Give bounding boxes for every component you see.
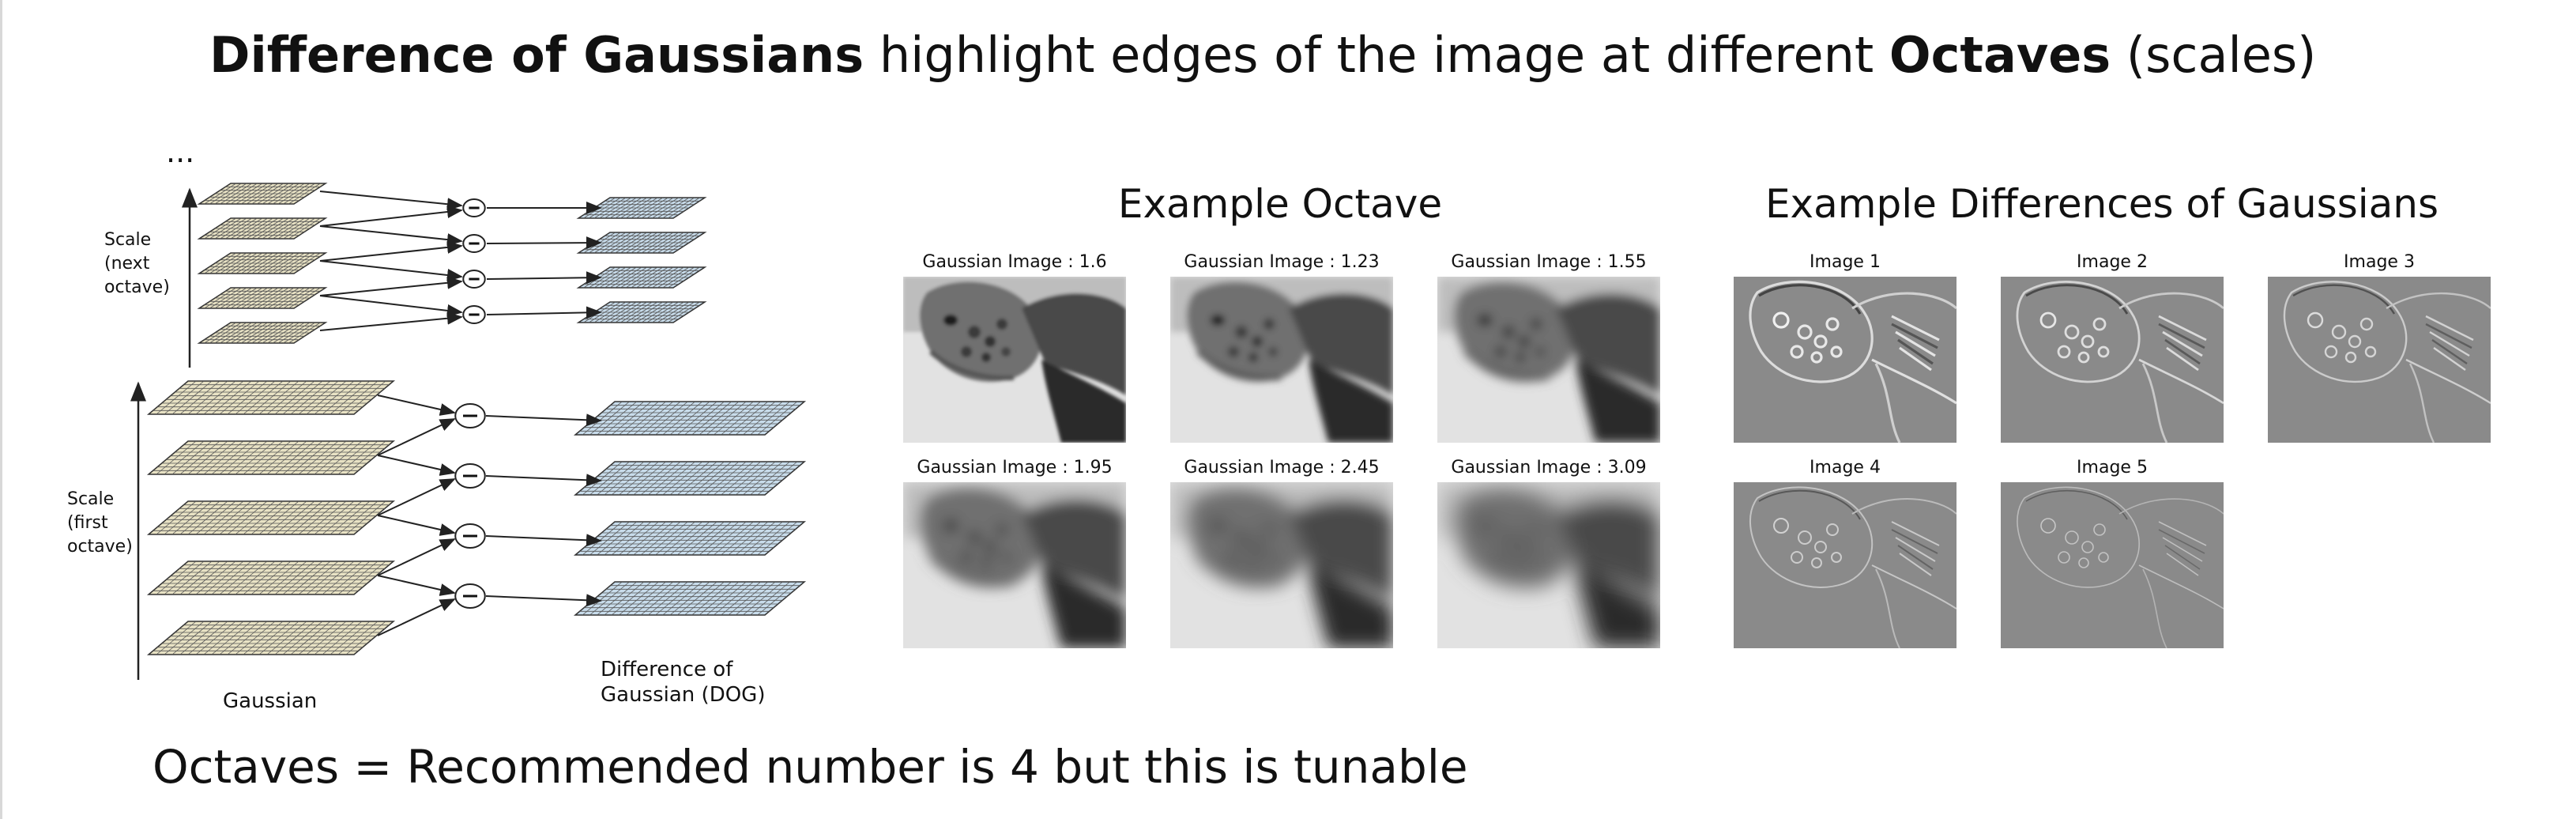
dog-caption-5: Image 5 [2077, 458, 2148, 477]
dog-layer-next-1 [576, 197, 707, 219]
dog-image-2 [2001, 277, 2224, 443]
gaussian-caption-2: Gaussian Image : 1.23 [1184, 252, 1380, 272]
minus-node-first-4 [454, 583, 486, 609]
slide-edge [0, 0, 2, 819]
dog-image-1 [1734, 277, 1956, 443]
gaussian-layer-first-3 [146, 500, 396, 535]
dog-layer-first-2 [573, 461, 807, 496]
minus-node-next-2 [462, 234, 486, 253]
gaussian-layer-first-5 [146, 621, 396, 655]
minus-node-first-2 [454, 463, 486, 489]
gaussian-image-6 [1437, 482, 1660, 648]
dog-caption-2: Image 2 [2077, 252, 2148, 272]
gaussian-image-3 [1437, 277, 1660, 443]
dog-panel-title: Example Differences of Gaussians [1764, 181, 2439, 227]
minus-node-next-4 [462, 305, 486, 324]
footer-note: Octaves = Recommended number is 4 but th… [153, 740, 1468, 794]
gaussian-image-5 [1170, 482, 1393, 648]
label-gaussian: Gaussian [223, 689, 317, 713]
dog-layer-next-4 [576, 301, 707, 323]
gaussian-layer-next-5 [197, 322, 328, 344]
dog-image-3 [2268, 277, 2491, 443]
minus-node-first-1 [454, 403, 486, 428]
label-dog: Difference of Gaussian (DOG) [601, 658, 765, 707]
gaussian-layer-next-2 [197, 217, 328, 240]
slide-title: Difference of Gaussians highlight edges … [209, 24, 2501, 87]
gaussian-caption-1: Gaussian Image : 1.6 [922, 252, 1107, 272]
gaussian-layer-next-1 [197, 183, 328, 205]
dog-caption-1: Image 1 [1810, 252, 1881, 272]
gaussian-layer-next-3 [197, 252, 328, 274]
gaussian-caption-5: Gaussian Image : 2.45 [1184, 458, 1380, 477]
dog-layer-first-1 [573, 401, 807, 436]
dog-image-5 [2001, 482, 2224, 648]
gaussian-caption-4: Gaussian Image : 1.95 [917, 458, 1113, 477]
dog-image-4 [1734, 482, 1956, 648]
minus-node-first-3 [454, 523, 486, 549]
gaussian-caption-6: Gaussian Image : 3.09 [1451, 458, 1647, 477]
gaussian-layer-first-2 [146, 440, 396, 475]
gaussian-image-2 [1170, 277, 1393, 443]
dog-layer-first-4 [573, 581, 807, 616]
label-first-octave: Scale (first octave) [67, 489, 133, 557]
minus-node-next-1 [462, 198, 486, 217]
gaussian-caption-3: Gaussian Image : 1.55 [1451, 252, 1647, 272]
dog-caption-4: Image 4 [1810, 458, 1881, 477]
gaussian-image-4 [903, 482, 1126, 648]
octave-panel-title: Example Octave [1117, 181, 1443, 227]
dog-pyramid-diagram: ... Scale (next octave) Scale (first oct… [67, 134, 807, 713]
diagram-layers [146, 183, 807, 655]
gaussian-layer-next-4 [197, 287, 328, 309]
title-bold-dog: Difference of Gaussians [209, 26, 864, 84]
title-end-text: (scales) [2111, 26, 2317, 84]
ellipsis-label: ... [166, 134, 194, 169]
gaussian-layer-first-1 [146, 380, 396, 415]
dog-caption-3: Image 3 [2344, 252, 2415, 272]
gaussian-layer-first-4 [146, 560, 396, 595]
dog-layer-first-3 [573, 521, 807, 556]
label-next-octave: Scale (next octave) [104, 230, 170, 297]
diagram-connectors [319, 191, 602, 636]
title-bold-octaves: Octaves [1889, 26, 2111, 84]
title-mid-text: highlight edges of the image at differen… [864, 26, 1889, 84]
minus-node-next-3 [462, 270, 486, 289]
gaussian-image-1 [903, 277, 1126, 443]
